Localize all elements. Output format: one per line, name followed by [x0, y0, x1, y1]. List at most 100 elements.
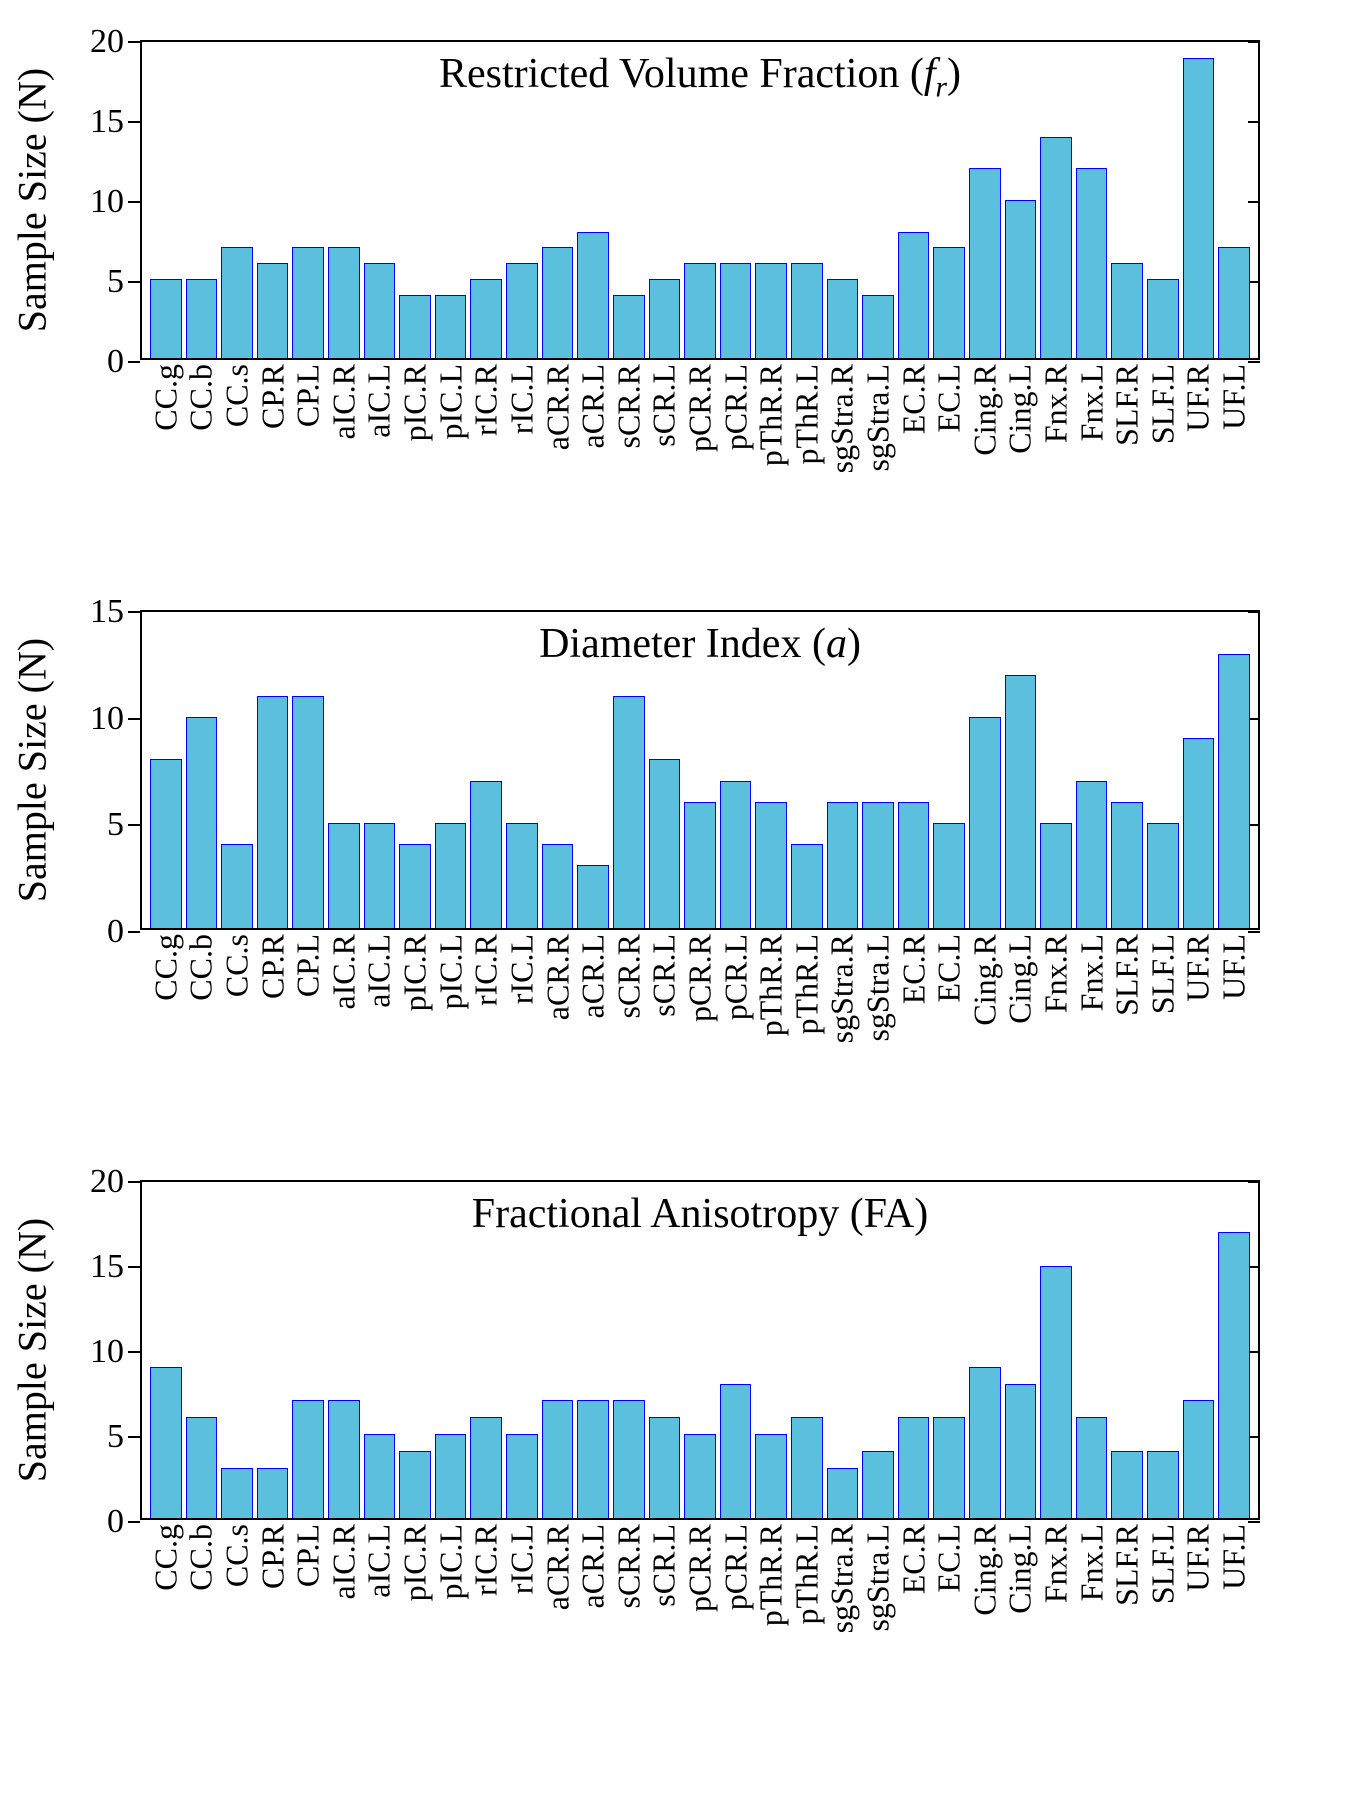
- y-tick-label: 0: [107, 1503, 124, 1541]
- y-tick: [128, 611, 140, 613]
- bar: [257, 1468, 289, 1518]
- bar: [1111, 1451, 1143, 1518]
- bar: [577, 1400, 609, 1518]
- y-tick-label: 5: [107, 263, 124, 301]
- bar: [720, 263, 752, 358]
- bar: [1147, 1451, 1179, 1518]
- bar: [328, 1400, 360, 1518]
- bar: [898, 232, 930, 358]
- y-tick-label: 15: [90, 103, 124, 141]
- bar: [470, 1417, 502, 1518]
- bar: [257, 263, 289, 358]
- bar: [827, 279, 859, 358]
- bar: [720, 1384, 752, 1518]
- bar: [969, 168, 1001, 358]
- bar: [186, 1417, 218, 1518]
- bar: [542, 844, 574, 928]
- bar: [755, 263, 787, 358]
- bar: [186, 717, 218, 928]
- bar: [1111, 263, 1143, 358]
- bar: [1040, 1266, 1072, 1518]
- bar: [684, 802, 716, 928]
- y-tick: [128, 281, 140, 283]
- bar: [399, 1451, 431, 1518]
- bar: [328, 823, 360, 928]
- bar: [898, 1417, 930, 1518]
- bar: [1076, 168, 1108, 358]
- bar: [649, 279, 681, 358]
- bar: [827, 1468, 859, 1518]
- y-tick-label: 10: [90, 183, 124, 221]
- bar: [1005, 1384, 1037, 1518]
- plot-area: Sample Size (N)051015Diameter Index (a)C…: [140, 610, 1260, 930]
- bar: [613, 696, 645, 928]
- bars-layer: [142, 1182, 1258, 1518]
- bar: [969, 1367, 1001, 1518]
- y-tick: [128, 824, 140, 826]
- bar: [1076, 781, 1108, 928]
- bar: [1076, 1417, 1108, 1518]
- bar: [613, 295, 645, 358]
- bar: [435, 295, 467, 358]
- bar: [470, 279, 502, 358]
- bar: [1040, 823, 1072, 928]
- chart-panel-fr: Sample Size (N)05101520Restricted Volume…: [140, 40, 1260, 360]
- y-tick-label: 0: [107, 343, 124, 381]
- bar: [577, 232, 609, 358]
- y-axis-title: Sample Size (N): [9, 1218, 56, 1482]
- bar: [506, 263, 538, 358]
- bar: [150, 279, 182, 358]
- bar: [328, 247, 360, 358]
- bar: [1005, 675, 1037, 928]
- y-tick-label: 0: [107, 913, 124, 951]
- y-tick: [128, 718, 140, 720]
- y-axis-title: Sample Size (N): [9, 638, 56, 902]
- bar: [720, 781, 752, 928]
- bar: [292, 1400, 324, 1518]
- bar: [257, 696, 289, 928]
- bar: [862, 802, 894, 928]
- y-tick: [128, 1436, 140, 1438]
- bar: [684, 263, 716, 358]
- plot-area: Sample Size (N)05101520Restricted Volume…: [140, 40, 1260, 360]
- bar: [399, 844, 431, 928]
- bar: [364, 1434, 396, 1518]
- bar: [470, 781, 502, 928]
- bar: [506, 823, 538, 928]
- bar: [221, 247, 253, 358]
- y-tick-label: 5: [107, 806, 124, 844]
- y-tick: [128, 361, 140, 363]
- bar: [186, 279, 218, 358]
- bar: [292, 696, 324, 928]
- y-tick: [1248, 361, 1260, 363]
- bar: [613, 1400, 645, 1518]
- bar: [1111, 802, 1143, 928]
- bar: [1183, 738, 1215, 928]
- bar: [435, 823, 467, 928]
- bar: [1040, 137, 1072, 358]
- bar: [933, 823, 965, 928]
- bar: [755, 1434, 787, 1518]
- bar: [542, 1400, 574, 1518]
- bar: [221, 1468, 253, 1518]
- bar: [364, 263, 396, 358]
- y-tick: [128, 1521, 140, 1523]
- y-tick-label: 10: [90, 700, 124, 738]
- bars-layer: [142, 612, 1258, 928]
- y-tick: [128, 201, 140, 203]
- y-tick: [128, 121, 140, 123]
- chart-panel-fa: Sample Size (N)05101520Fractional Anisot…: [140, 1180, 1260, 1520]
- bar: [791, 1417, 823, 1518]
- y-tick: [128, 931, 140, 933]
- y-tick-label: 15: [90, 1248, 124, 1286]
- bar: [1005, 200, 1037, 358]
- bar: [150, 1367, 182, 1518]
- bar: [755, 802, 787, 928]
- bar: [1183, 58, 1215, 358]
- y-tick-label: 10: [90, 1333, 124, 1371]
- plot-area: Sample Size (N)05101520Fractional Anisot…: [140, 1180, 1260, 1520]
- y-tick: [128, 1181, 140, 1183]
- bar: [898, 802, 930, 928]
- y-tick: [1248, 931, 1260, 933]
- bar: [791, 263, 823, 358]
